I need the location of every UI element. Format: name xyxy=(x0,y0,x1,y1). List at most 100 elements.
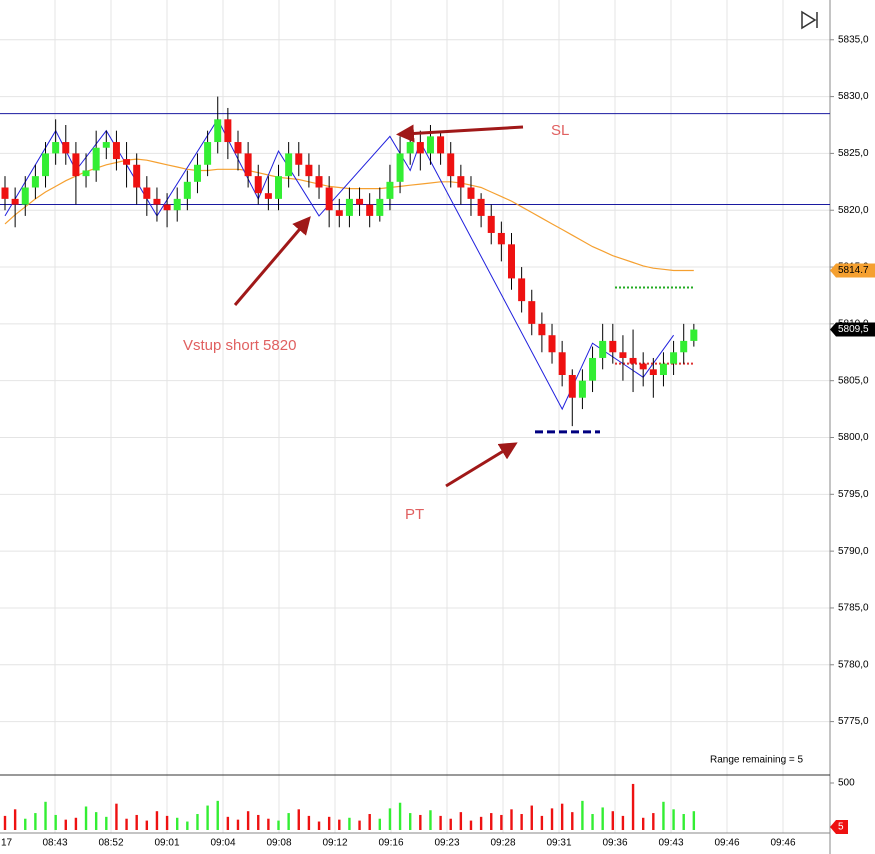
volume-bar xyxy=(641,817,645,830)
arrow xyxy=(233,216,311,306)
candle-body xyxy=(406,142,414,154)
volume-bar xyxy=(581,800,584,830)
x-tick-label: 09:16 xyxy=(378,838,403,849)
volume-bar xyxy=(378,818,382,830)
candle-body xyxy=(173,198,181,211)
candle-body xyxy=(315,176,323,188)
volume-bar xyxy=(226,816,230,830)
zigzag-line xyxy=(4,118,675,411)
volume-bar xyxy=(459,812,463,830)
volume-bar xyxy=(358,820,361,830)
candle-body xyxy=(629,357,637,364)
candle-body xyxy=(42,153,50,177)
candle-body xyxy=(21,187,29,205)
candle-body xyxy=(133,164,141,188)
x-tick-label: 09:46 xyxy=(770,838,795,849)
candle-body xyxy=(548,335,556,353)
price-marker xyxy=(830,263,875,278)
candle-body xyxy=(680,340,688,353)
volume-bar xyxy=(44,801,47,830)
annotation: PT xyxy=(405,506,424,523)
volume-bar xyxy=(165,815,169,830)
candle-body xyxy=(72,153,80,177)
candle-body xyxy=(649,369,657,375)
volume-bar xyxy=(186,821,189,830)
volume-bar xyxy=(125,818,128,830)
volume-bar xyxy=(409,813,412,830)
volume-bar xyxy=(24,818,27,830)
volume-bar xyxy=(530,805,533,830)
volume-bar xyxy=(257,814,260,830)
arrow xyxy=(445,442,518,488)
candle-body xyxy=(82,170,90,177)
volume-bar xyxy=(54,814,57,830)
volume-bar xyxy=(571,812,574,830)
candle-body xyxy=(508,244,515,279)
x-tick-label: 09:46 xyxy=(714,838,739,849)
candle-body xyxy=(92,147,100,171)
candle-body xyxy=(254,176,262,194)
x-tick-label: 08:43 xyxy=(42,838,67,849)
volume-bar xyxy=(540,815,544,830)
y-tick-label: 5780,0 xyxy=(838,659,869,670)
candle-body xyxy=(558,352,566,375)
candle-body xyxy=(31,176,39,188)
candle-body xyxy=(123,159,131,165)
y-tick-label: 5790,0 xyxy=(838,546,869,557)
candle-body xyxy=(153,198,161,205)
candle-body xyxy=(366,204,374,216)
candle-body xyxy=(275,176,283,199)
volume-bar xyxy=(115,803,118,830)
volume-bar xyxy=(155,811,159,830)
volume-bar xyxy=(84,806,88,830)
volume-bar xyxy=(429,810,432,830)
candle-body xyxy=(487,215,495,233)
candle-body xyxy=(264,193,272,199)
candle-body xyxy=(457,176,465,188)
candle-body xyxy=(538,323,546,336)
y-tick-label: 5820,0 xyxy=(838,205,869,216)
candle-body xyxy=(568,375,576,398)
x-tick-label: 09:04 xyxy=(210,838,235,849)
volume-bar xyxy=(196,814,199,830)
volume-bar xyxy=(621,815,625,830)
volume-bar xyxy=(236,819,240,830)
candle-body xyxy=(467,187,475,199)
price-marker-label: 5809,5 xyxy=(838,324,869,335)
y-tick-label: 5835,0 xyxy=(838,34,869,45)
volume-bar xyxy=(64,819,67,830)
candle-body xyxy=(376,198,384,216)
annotation: SL xyxy=(551,122,569,139)
volume-bar xyxy=(510,809,513,830)
x-tick-label: 17 xyxy=(1,838,13,849)
volume-bar xyxy=(74,817,78,830)
volume-bar xyxy=(479,816,483,830)
volume-bar xyxy=(246,811,250,830)
volume-bar xyxy=(216,800,219,830)
candle-body xyxy=(62,142,70,154)
volume-bar xyxy=(368,814,371,830)
candle-body xyxy=(305,164,313,177)
candle-body xyxy=(295,153,303,165)
candle-body xyxy=(659,363,667,375)
volume-bar xyxy=(13,809,17,830)
candle-body xyxy=(528,301,536,324)
volume-bar xyxy=(277,820,280,830)
candle-body xyxy=(234,142,242,154)
panel-toggle-icon[interactable] xyxy=(799,9,823,31)
volume-bar xyxy=(692,811,696,830)
price-marker xyxy=(830,322,875,337)
candle-body xyxy=(396,153,404,182)
candle-body xyxy=(325,187,333,211)
candle-body xyxy=(204,142,212,165)
volume-bar xyxy=(500,814,503,830)
candle-body xyxy=(518,278,526,302)
x-tick-label: 09:36 xyxy=(602,838,627,849)
volume-bar xyxy=(105,816,108,830)
y-tick-label: 5795,0 xyxy=(838,489,869,500)
candle-body xyxy=(356,198,364,205)
volume-bar xyxy=(652,813,655,830)
volume-bar xyxy=(520,814,523,830)
candle-body xyxy=(244,153,252,177)
volume-marker xyxy=(830,820,848,834)
